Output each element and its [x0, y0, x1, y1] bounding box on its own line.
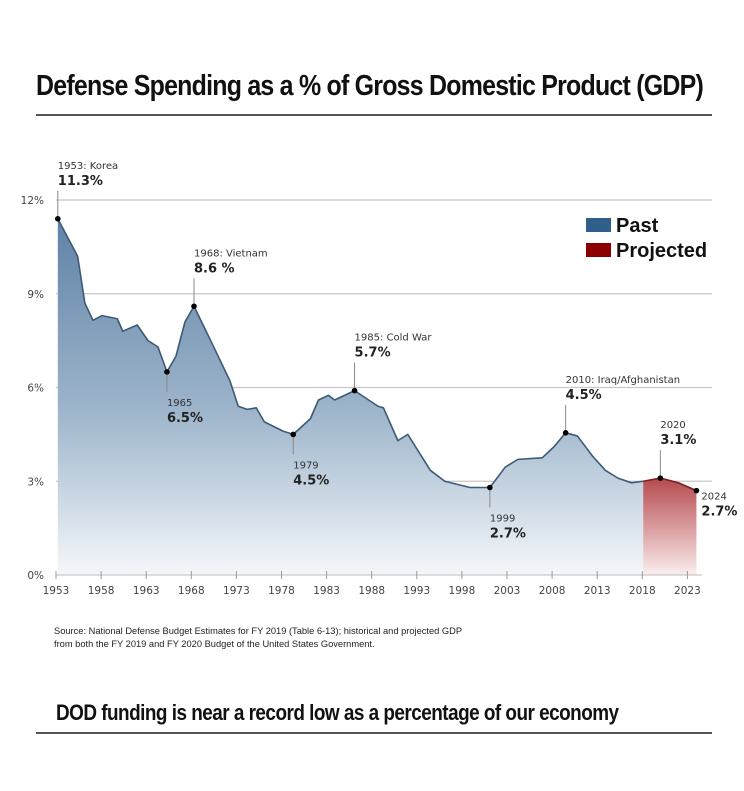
- legend-swatch: [586, 218, 611, 232]
- annotation-label: 1953: Korea: [58, 161, 118, 172]
- area-projected: [643, 478, 697, 575]
- annotation-label: 1968: Vietnam: [194, 248, 268, 259]
- x-tick-label: 1983: [313, 585, 340, 597]
- area-layer: [57, 218, 697, 575]
- area-past: [57, 218, 644, 575]
- annotation-value: 11.3%: [58, 174, 103, 189]
- annotation-dot: [290, 431, 297, 438]
- legend: Past Projected: [586, 215, 707, 262]
- annotation-dot: [693, 487, 700, 494]
- annotation-dot: [164, 369, 170, 375]
- x-tick-label: 1968: [178, 585, 205, 597]
- x-tick-label: 1993: [403, 585, 430, 597]
- annotation-label: 1985: Cold War: [355, 333, 433, 344]
- title-divider: [36, 114, 712, 116]
- annotation-value: 6.5%: [167, 411, 203, 426]
- annotation-dot: [487, 484, 493, 491]
- x-tick-label: 2008: [539, 585, 566, 597]
- line-projected: [643, 477, 697, 492]
- chart-svg: 0% 3% 6% 9% 12% 1953 1958 1963 1968 1973 1978 1983…: [21, 161, 738, 597]
- legend-swatch: [586, 243, 611, 257]
- y-tick-label: 6%: [27, 383, 44, 395]
- x-tick-label: 2018: [629, 585, 656, 597]
- annotation-dot: [351, 387, 358, 394]
- x-tick-label: 1978: [268, 585, 295, 597]
- y-tick-label: 0%: [27, 570, 44, 582]
- y-tick-label: 3%: [27, 476, 44, 488]
- y-tick-label: 12%: [21, 195, 44, 207]
- annotation-value: 8.6 %: [194, 261, 235, 276]
- chart-title: Defense Spending as a % of Gross Domesti…: [36, 70, 704, 102]
- annotation-label: 1965: [167, 398, 192, 409]
- source-note: Source: National Defense Budget Estimate…: [54, 625, 694, 651]
- x-axis: 1953 1958 1963 1968 1973 1978 1983 1988 1993 1998…: [43, 571, 702, 597]
- annotation-value: 2.7%: [701, 505, 737, 520]
- annotation-label: 2020: [660, 420, 685, 431]
- annotation-label: 1999: [490, 514, 515, 525]
- annotation-label: 2010: Iraq/Afghanistan: [566, 375, 680, 386]
- legend-label: Projected: [616, 240, 707, 262]
- source-line-1: Source: National Defense Budget Estimate…: [54, 626, 463, 636]
- annotations-layer: 1953: Korea 11.3% 1968: Vietnam 8.6 % 1965 6.…: [55, 161, 737, 542]
- x-tick-label: 2003: [494, 585, 521, 597]
- annotation-value: 4.5%: [566, 388, 602, 403]
- source-line-2: from both the FY 2019 and FY 2020 Budget…: [54, 639, 375, 649]
- annotation-dot: [657, 475, 664, 481]
- legend-label: Past: [616, 215, 659, 237]
- annotation-dot: [191, 303, 197, 310]
- footer-tagline: DOD funding is near a record low as a pe…: [56, 700, 619, 725]
- annotation-value: 5.7%: [355, 346, 391, 361]
- x-tick-label: 1988: [358, 585, 385, 597]
- annotation-dot: [55, 215, 61, 222]
- annotation-dot: [562, 430, 569, 436]
- annotation-value: 2.7%: [490, 527, 526, 542]
- annotation-label: 2024: [701, 492, 726, 503]
- annotation-label: 1979: [293, 460, 318, 471]
- x-tick-label: 2023: [674, 585, 701, 597]
- x-tick-label: 1963: [133, 585, 160, 597]
- annotation-value: 3.1%: [660, 433, 696, 448]
- annotation-value: 4.5%: [293, 473, 329, 488]
- line-past: [57, 218, 644, 489]
- x-tick-label: 2013: [584, 585, 611, 597]
- x-tick-label: 1953: [43, 585, 70, 597]
- x-tick-label: 1973: [223, 585, 250, 597]
- x-tick-label: 1998: [449, 585, 476, 597]
- y-tick-label: 9%: [27, 289, 44, 301]
- x-tick-label: 1958: [88, 585, 115, 597]
- footer-divider: [36, 732, 712, 734]
